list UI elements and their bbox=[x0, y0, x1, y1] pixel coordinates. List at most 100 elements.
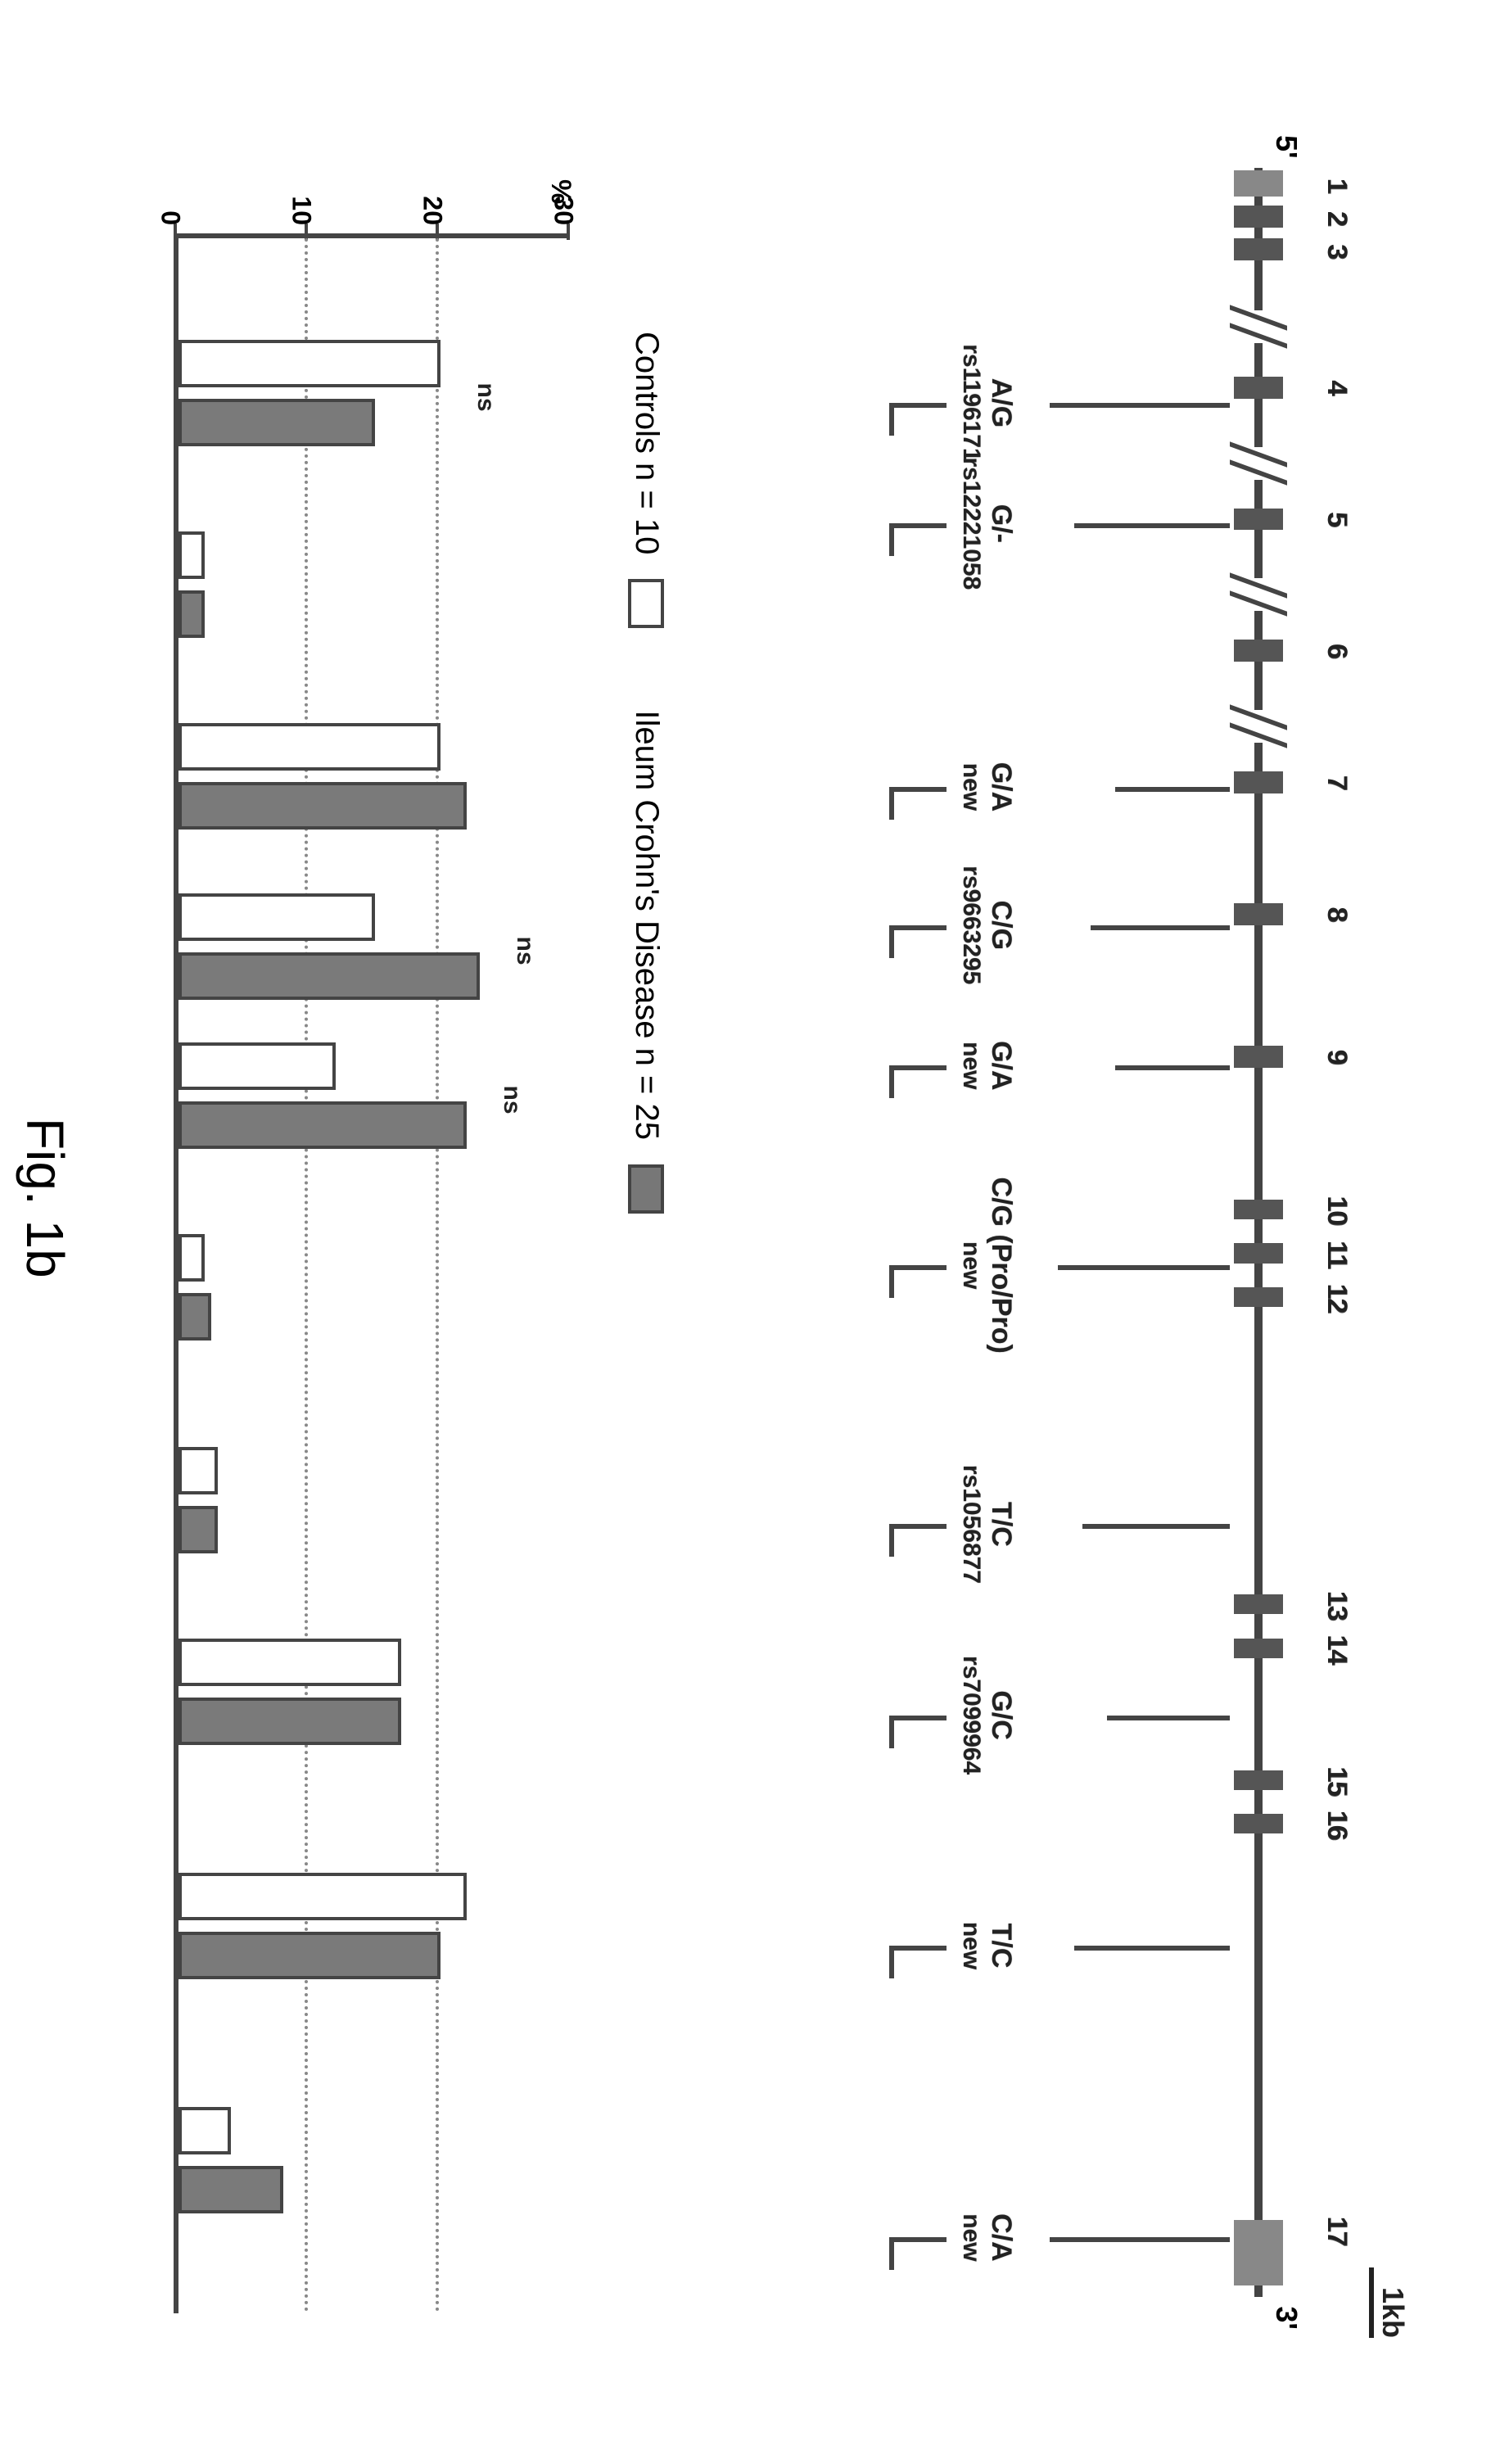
exon-number: 2 bbox=[1321, 210, 1353, 225]
snp-label: G/-rs12221058 bbox=[956, 417, 1017, 630]
exon-number: 11 bbox=[1321, 1240, 1353, 1268]
five-prime-label: 5' bbox=[1269, 135, 1303, 159]
legend-case-label: Ileum Crohn's Disease n = 25 bbox=[628, 710, 665, 1140]
snp-chart-leader bbox=[889, 1265, 947, 1298]
snp-leader bbox=[1050, 2237, 1230, 2242]
snp-chart-leader bbox=[889, 523, 947, 556]
snp-leader bbox=[1074, 1946, 1230, 1951]
gene-backbone bbox=[1254, 168, 1263, 2297]
bar-controls bbox=[178, 340, 441, 387]
exon-number: 12 bbox=[1321, 1283, 1353, 1313]
exon bbox=[1234, 376, 1283, 398]
exon-number: 3 bbox=[1321, 244, 1353, 259]
utr-exon bbox=[1234, 2220, 1283, 2285]
snp-chart-leader bbox=[889, 925, 947, 957]
snp-leader bbox=[1058, 1265, 1230, 1270]
bar-case bbox=[178, 1698, 401, 1745]
snp-label: G/Crs7099964 bbox=[956, 1608, 1017, 1821]
bar-controls bbox=[178, 2107, 231, 2154]
snp-chart-leader bbox=[889, 2237, 947, 2270]
bar-case bbox=[178, 1293, 211, 1341]
y-axis bbox=[174, 233, 567, 238]
snp-label: C/Anew bbox=[956, 2131, 1017, 2344]
stage: 1kb 5' 3' 1234567891011121314151617 A/Gr… bbox=[59, 86, 1451, 2379]
y-tick bbox=[567, 224, 570, 240]
exon bbox=[1234, 771, 1283, 793]
snp-leader bbox=[1082, 1524, 1230, 1529]
exon bbox=[1234, 1243, 1283, 1263]
bar-controls bbox=[178, 1447, 218, 1494]
exon bbox=[1234, 1814, 1283, 1833]
legend: Controls n = 10 Ileum Crohn's Disease n … bbox=[628, 332, 665, 1214]
bar-controls bbox=[178, 1873, 467, 1920]
snp-leader bbox=[1115, 786, 1230, 791]
exon bbox=[1234, 1287, 1283, 1307]
rotated-stage: 1kb 5' 3' 1234567891011121314151617 A/Gr… bbox=[59, 86, 1451, 2379]
exon-number-row: 1234567891011121314151617 bbox=[1320, 135, 1353, 2330]
figure-container: 1kb 5' 3' 1234567891011121314151617 A/Gr… bbox=[33, 33, 1476, 2431]
y-tick-label: 10 bbox=[286, 184, 316, 225]
y-tick bbox=[305, 224, 308, 240]
snp-leader bbox=[1107, 1715, 1230, 1720]
snp-leader bbox=[1074, 523, 1230, 528]
exon bbox=[1234, 237, 1283, 260]
y-tick-label: 30 bbox=[548, 184, 578, 225]
exon-number: 5 bbox=[1321, 512, 1353, 527]
exon bbox=[1234, 1770, 1283, 1789]
bar-case bbox=[178, 1101, 467, 1149]
snp-label: C/G (Pro/Pro)new bbox=[956, 1159, 1017, 1372]
bar-case bbox=[178, 1932, 441, 1979]
exon-number: 8 bbox=[1321, 906, 1353, 921]
snp-leader bbox=[1050, 402, 1230, 407]
scale-underline bbox=[1369, 2267, 1374, 2338]
snp-chart-leader bbox=[889, 1946, 947, 1978]
snp-chart-leader bbox=[889, 1065, 947, 1098]
snp-label: T/Crs1056877 bbox=[956, 1417, 1017, 1630]
snp-label: G/Anew bbox=[956, 959, 1017, 1172]
snp-chart-leader bbox=[889, 1524, 947, 1557]
y-tick-label: 20 bbox=[417, 184, 447, 225]
snp-leader bbox=[1091, 925, 1230, 929]
exon-number: 14 bbox=[1321, 1634, 1353, 1664]
scale-label: 1kb bbox=[1376, 2286, 1410, 2337]
bar-case bbox=[178, 590, 205, 638]
exon bbox=[1234, 903, 1283, 925]
bar-case bbox=[178, 952, 480, 1000]
gene-diagram: 1kb 5' 3' 1234567891011121314151617 A/Gr… bbox=[714, 135, 1353, 2330]
exon-number: 13 bbox=[1321, 1590, 1353, 1620]
exon-number: 17 bbox=[1321, 2216, 1353, 2245]
intron-break bbox=[1230, 578, 1287, 611]
snp-leader bbox=[1115, 1065, 1230, 1070]
three-prime-label: 3' bbox=[1269, 2306, 1303, 2330]
snp-chart-leader bbox=[889, 786, 947, 819]
legend-controls-label: Controls n = 10 bbox=[628, 332, 665, 554]
bar-case bbox=[178, 1506, 218, 1553]
intron-break bbox=[1230, 710, 1287, 743]
bar-case bbox=[178, 782, 467, 830]
snp-chart-leader bbox=[889, 1715, 947, 1747]
exon-number: 15 bbox=[1321, 1766, 1353, 1796]
exon bbox=[1234, 1638, 1283, 1657]
exon-number: 10 bbox=[1321, 1196, 1353, 1225]
exon bbox=[1234, 1594, 1283, 1614]
ns-annotation: ns bbox=[511, 936, 539, 965]
ns-annotation: ns bbox=[472, 382, 499, 411]
bar-case bbox=[178, 399, 375, 446]
bar-controls bbox=[178, 723, 441, 771]
bar-controls bbox=[178, 1234, 205, 1282]
snp-chart-leader bbox=[889, 402, 947, 435]
exon-number: 4 bbox=[1321, 380, 1353, 395]
bar-controls bbox=[178, 1042, 336, 1090]
exon-number: 1 bbox=[1321, 178, 1353, 192]
y-tick bbox=[174, 224, 177, 240]
exon bbox=[1234, 1199, 1283, 1218]
intron-break bbox=[1230, 310, 1287, 343]
exon-number: 9 bbox=[1321, 1049, 1353, 1064]
gridline bbox=[436, 238, 439, 2313]
y-tick-label: 0 bbox=[155, 184, 185, 225]
intron-break bbox=[1230, 446, 1287, 479]
bar-chart: % 0102030 nsnsns bbox=[124, 184, 583, 2313]
exon-number: 6 bbox=[1321, 643, 1353, 658]
bar-controls bbox=[178, 1639, 401, 1686]
utr-exon bbox=[1234, 170, 1283, 196]
